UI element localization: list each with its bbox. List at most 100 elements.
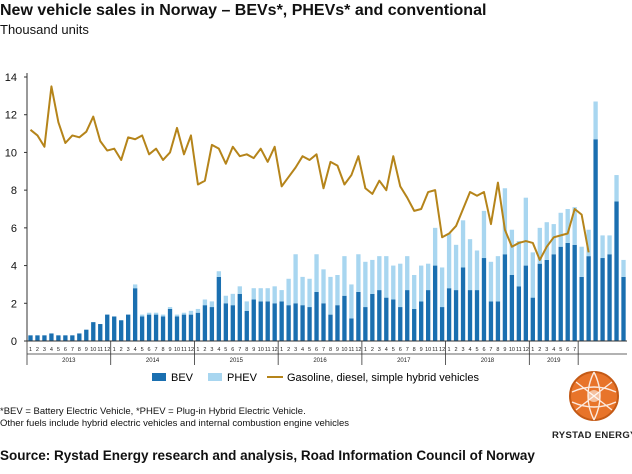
bev-bar [377,290,382,341]
bev-bar [91,322,96,341]
month-tick-label: 3 [210,347,213,353]
phev-bar [223,295,228,304]
phev-bar [621,259,626,277]
bev-bar [551,254,556,341]
phev-bar [293,254,298,304]
month-tick-label: 5 [559,347,562,353]
month-tick-label: 3 [378,347,381,353]
bev-bar [565,242,570,341]
y-tick-label: 6 [11,223,17,235]
phev-bar [391,265,396,300]
y-tick-label: 0 [11,336,17,348]
phev-bar [314,254,319,292]
phev-bar [565,209,570,243]
month-tick-label: 7 [155,347,158,353]
bev-bar [181,314,187,341]
month-tick-label: 6 [231,347,234,353]
bev-bar [258,301,263,341]
bev-bar [607,254,612,341]
phev-bar [349,284,354,319]
phev-bar [377,256,382,291]
phev-bar [160,314,166,317]
month-tick-label: 4 [552,347,555,353]
bev-bar [453,290,459,341]
phev-bar [544,222,549,260]
month-tick-label: 8 [413,347,416,353]
conventional-line [29,85,590,261]
month-tick-label: 1 [448,347,451,353]
phev-bar [216,271,222,277]
rystad-logo-icon [569,371,619,421]
phev-bar [167,307,173,309]
month-tick-label: 1 [531,347,534,353]
bev-bar [419,301,424,341]
month-tick-label: 6 [482,347,485,353]
phev-bar [307,278,312,308]
month-tick-label: 5 [392,347,395,353]
bev-bar [586,256,591,341]
y-tick-label: 10 [5,147,17,159]
year-label: 2015 [230,358,244,364]
bev-bar [600,258,605,341]
month-tick-label: 5 [141,347,144,353]
phev-bar [432,227,438,266]
phev-bar [586,229,591,257]
bev-bar [593,139,598,341]
bev-bar [188,314,194,341]
phev-bar [412,275,417,309]
month-tick-label: 11 [181,347,187,353]
phev-bar [209,301,215,308]
month-tick-label: 11 [97,347,103,353]
phev-bar [558,212,563,247]
y-tick-label: 4 [11,261,17,273]
bev-bar [63,335,68,341]
phev-bar [286,278,291,306]
bev-bar [230,305,235,341]
legend-label-conventional: Gasoline, diesel, simple hybrid vehicles [287,372,479,384]
phev-bar [139,314,145,317]
bev-bar [56,335,61,341]
bev-bar [279,301,284,341]
phev-bar [439,267,445,308]
month-tick-label: 3 [294,347,297,353]
bar-series [28,101,626,341]
bev-bar [530,297,535,341]
bev-bar [216,276,222,341]
phev-bar [530,252,535,298]
month-tick-label: 4 [468,347,471,353]
bev-bar [342,295,347,341]
month-tick-label: 3 [43,347,46,353]
month-tick-label: 11 [516,347,522,353]
month-tick-label: 12 [355,347,361,353]
month-tick-label: 11 [349,347,355,353]
year-label: 2016 [313,358,327,364]
phev-bar [600,235,605,259]
phev-bar [516,241,522,287]
bev-bar [251,299,256,341]
month-tick-label: 1 [29,347,32,353]
bev-bar [272,303,277,341]
bev-bar [237,293,242,341]
phev-bar [488,261,494,302]
phev-bar [202,299,208,306]
month-tick-label: 3 [545,347,548,353]
bev-bar [132,288,138,341]
month-tick-label: 5 [224,347,227,353]
month-tick-label: 10 [341,347,347,353]
month-tick-label: 9 [168,347,171,353]
month-tick-label: 7 [489,347,492,353]
footnote-definitions: *BEV = Battery Electric Vehicle, *PHEV =… [0,406,306,417]
month-tick-label: 4 [301,347,304,353]
phev-bar [460,220,466,268]
bev-bar [28,335,33,341]
phev-bar [342,256,347,296]
bev-bar [544,259,549,341]
month-tick-label: 12 [188,347,194,353]
phev-bar [188,310,194,315]
bev-bar [446,288,452,341]
phev-bar [251,288,256,300]
month-tick-label: 11 [265,347,271,353]
bev-bar [209,307,215,341]
bev-bar [105,314,110,341]
phev-bar [607,235,612,255]
